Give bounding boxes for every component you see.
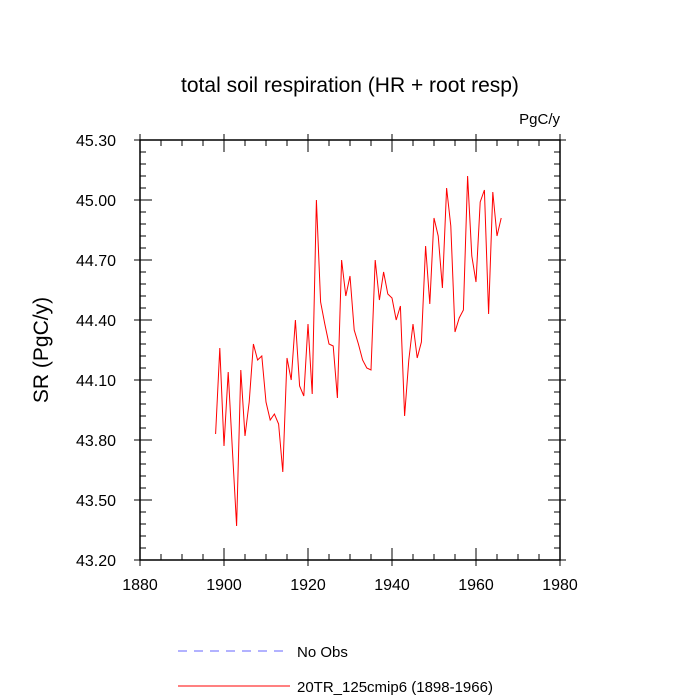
data-point <box>496 235 499 238</box>
data-point <box>483 189 486 192</box>
data-point <box>231 449 234 452</box>
data-point <box>235 525 238 528</box>
data-point <box>361 359 364 362</box>
series-lines <box>214 175 503 528</box>
y-tick-label: 45.30 <box>76 133 116 150</box>
data-point <box>399 305 402 308</box>
data-point <box>349 275 352 278</box>
data-point <box>403 415 406 418</box>
data-point <box>487 313 490 316</box>
plot-frame <box>139 139 561 561</box>
data-point <box>298 385 301 388</box>
data-point <box>214 433 217 436</box>
data-point <box>218 347 221 350</box>
series-line <box>215 175 502 527</box>
data-point <box>500 217 503 220</box>
data-point <box>470 255 473 258</box>
data-point <box>319 301 322 304</box>
tick-labels: 1880 1900 1920 1940 1960 1980 43.20 43.50 43.80 4… <box>76 133 578 594</box>
data-point <box>428 303 431 306</box>
data-point <box>462 309 465 312</box>
y-tick-label: 44.70 <box>76 253 116 270</box>
data-point <box>273 413 276 416</box>
x-tick-label: 1920 <box>290 577 326 594</box>
data-point <box>386 293 389 296</box>
data-point <box>458 317 461 320</box>
data-point <box>252 343 255 346</box>
legend-no-obs-label: No Obs <box>297 644 348 661</box>
y-tick-label: 43.50 <box>76 493 116 510</box>
y-tick-label: 43.80 <box>76 433 116 450</box>
data-point <box>479 201 482 204</box>
data-point <box>336 397 339 400</box>
y-axis-label: SR (PgC/y) <box>30 297 53 403</box>
data-point <box>223 445 226 448</box>
data-point <box>248 401 251 404</box>
data-point <box>277 423 280 426</box>
data-point <box>437 235 440 238</box>
data-point <box>227 371 230 374</box>
data-point <box>281 471 284 474</box>
data-point <box>344 295 347 298</box>
data-point <box>433 217 436 220</box>
data-point <box>445 187 448 190</box>
units-label: PgC/y <box>519 111 560 128</box>
data-point <box>286 357 289 360</box>
data-point <box>449 225 452 228</box>
data-point <box>353 329 356 332</box>
chart-title: total soil respiration (HR + root resp) <box>181 74 519 97</box>
data-point <box>239 369 242 372</box>
data-point <box>307 323 310 326</box>
data-point <box>357 343 360 346</box>
data-point <box>269 419 272 422</box>
data-point <box>328 343 331 346</box>
x-tick-label: 1980 <box>542 577 578 594</box>
legend: No Obs 20TR_125cmip6 (1898-1966) <box>178 644 493 696</box>
data-point <box>416 357 419 360</box>
data-point <box>265 401 268 404</box>
data-point <box>475 281 478 284</box>
y-tick-label: 43.20 <box>76 553 116 570</box>
data-point <box>256 359 259 362</box>
data-point <box>374 259 377 262</box>
data-point <box>441 287 444 290</box>
data-point <box>294 319 297 322</box>
data-point <box>395 319 398 322</box>
x-tick-label: 1940 <box>374 577 410 594</box>
data-point <box>466 175 469 178</box>
data-point <box>260 355 263 358</box>
data-point <box>491 191 494 194</box>
data-point <box>412 323 415 326</box>
data-point <box>365 367 368 370</box>
data-point <box>407 359 410 362</box>
data-point <box>424 245 427 248</box>
data-point <box>332 345 335 348</box>
data-point <box>382 271 385 274</box>
data-point <box>370 369 373 372</box>
x-tick-label: 1900 <box>206 577 242 594</box>
data-point <box>391 297 394 300</box>
data-point <box>315 199 318 202</box>
y-tick-label: 45.00 <box>76 193 116 210</box>
legend-model-label: 20TR_125cmip6 (1898-1966) <box>297 679 493 696</box>
x-tick-label: 1880 <box>122 577 158 594</box>
data-point <box>290 379 293 382</box>
data-point <box>302 395 305 398</box>
data-point <box>378 299 381 302</box>
data-point <box>311 393 314 396</box>
data-point <box>340 259 343 262</box>
data-point <box>420 341 423 344</box>
y-tick-label: 44.40 <box>76 313 116 330</box>
axis-ticks <box>134 134 566 566</box>
data-point <box>454 331 457 334</box>
data-point <box>323 323 326 326</box>
y-tick-label: 44.10 <box>76 373 116 390</box>
data-point <box>244 435 247 438</box>
x-tick-label: 1960 <box>458 577 494 594</box>
